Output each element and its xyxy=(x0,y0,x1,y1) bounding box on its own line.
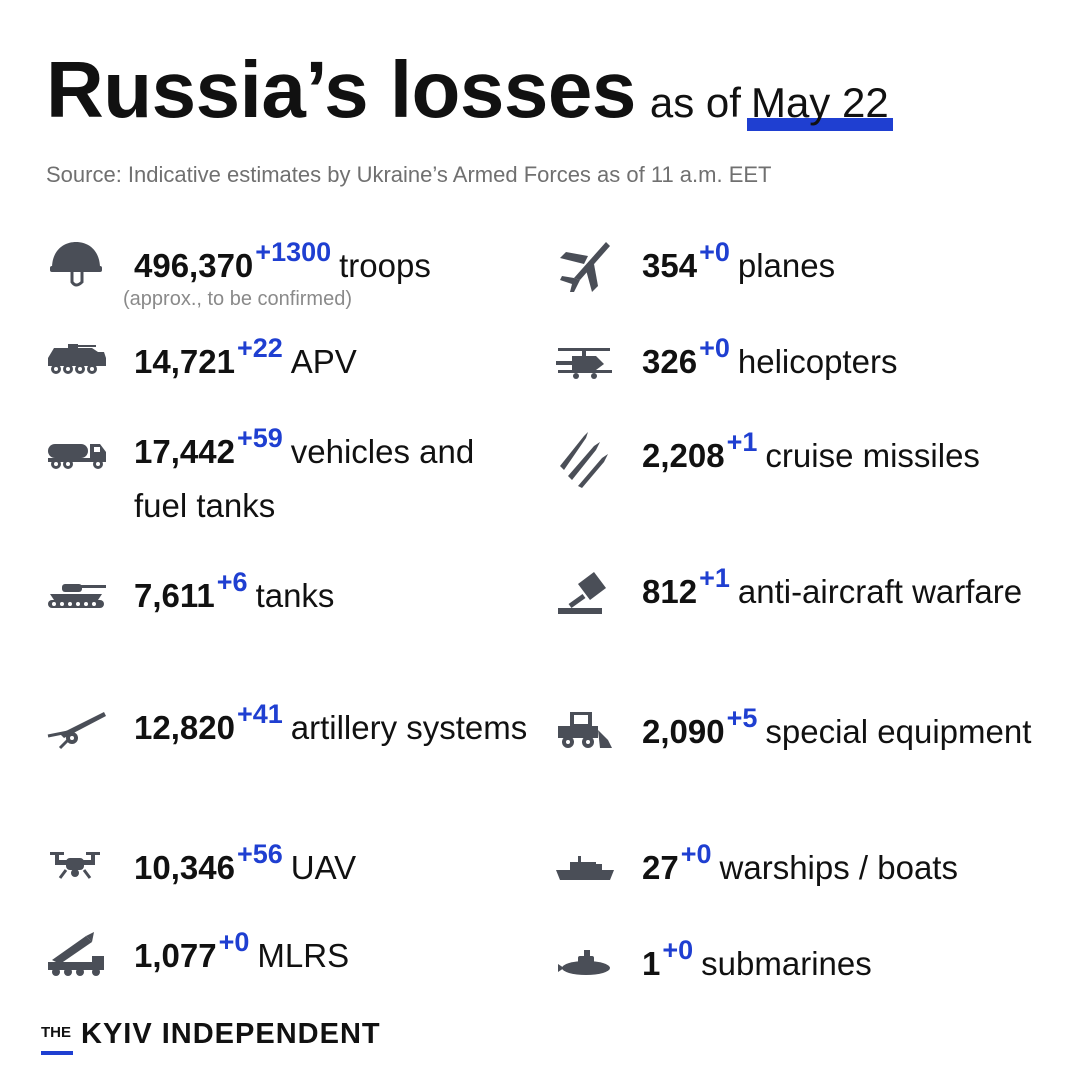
special-equipment-label: special equipment xyxy=(765,713,1032,750)
planes-label: planes xyxy=(737,247,836,284)
title-main: Russia’s losses xyxy=(46,45,636,134)
mlrs-label: MLRS xyxy=(257,937,350,974)
missiles-delta: +1 xyxy=(726,427,758,457)
troops-delta: +1300 xyxy=(255,237,332,267)
tanks-label: tanks xyxy=(255,577,335,614)
planes-delta: +0 xyxy=(699,237,730,267)
troops-note: (approx., to be confirmed) xyxy=(123,288,352,310)
loader-icon xyxy=(554,706,616,763)
special-equipment-value: 2,090 xyxy=(642,713,725,750)
vehicles-delta: +59 xyxy=(236,423,283,453)
brand-the-text: THE xyxy=(41,1024,71,1041)
mlrs-icon xyxy=(46,930,108,987)
planes-value: 354 xyxy=(642,247,698,284)
title-as-of: as of xyxy=(649,79,741,126)
brand-the: THE xyxy=(41,1024,73,1055)
page-title: Russia’s losses as of May 22 xyxy=(46,44,893,136)
helicopters-delta: +0 xyxy=(699,333,730,363)
submarines-value: 1 xyxy=(642,945,661,982)
warships-label: warships / boats xyxy=(719,849,958,886)
artillery-delta: +41 xyxy=(236,699,283,729)
missiles-label: cruise missiles xyxy=(765,437,980,474)
warships-delta: +0 xyxy=(680,839,712,869)
troops-label: troops xyxy=(339,247,431,284)
warship-icon xyxy=(554,842,616,899)
uav-delta: +56 xyxy=(236,839,283,869)
tanks-delta: +6 xyxy=(216,567,248,597)
anti-aircraft-value: 812 xyxy=(642,573,698,610)
troops-value: 496,370 xyxy=(134,247,254,284)
drone-icon xyxy=(46,842,108,899)
tanks-value: 7,611 xyxy=(134,577,215,614)
missiles-icon xyxy=(554,430,616,495)
artillery-icon xyxy=(46,702,108,759)
mlrs-delta: +0 xyxy=(218,927,250,957)
tank-icon xyxy=(46,570,108,627)
artillery-value: 12,820 xyxy=(134,709,235,746)
submarine-icon xyxy=(554,938,616,995)
brand-name: KYIV INDEPENDENT xyxy=(81,1018,381,1050)
fuel-truck-icon xyxy=(46,426,108,483)
helmet-icon xyxy=(46,240,108,297)
warships-value: 27 xyxy=(642,849,679,886)
date-text: May 22 xyxy=(750,79,889,126)
helicopters-label: helicopters xyxy=(737,343,898,380)
source-note: Source: Indicative estimates by Ukraine’… xyxy=(46,162,772,187)
uav-label: UAV xyxy=(290,849,357,886)
apv-icon xyxy=(46,336,108,393)
brand-logo: THE KYIV INDEPENDENT xyxy=(41,1018,381,1055)
anti-aircraft-icon xyxy=(554,566,616,627)
apv-value: 14,721 xyxy=(134,343,235,380)
apv-delta: +22 xyxy=(236,333,283,363)
anti-aircraft-delta: +1 xyxy=(699,563,730,593)
vehicles-label: vehicles and fuel tanks xyxy=(134,433,475,524)
apv-label: APV xyxy=(290,343,357,380)
special-equipment-delta: +5 xyxy=(726,703,758,733)
mlrs-value: 1,077 xyxy=(134,937,217,974)
anti-aircraft-label: anti-aircraft warfare xyxy=(737,573,1023,610)
helicopter-icon xyxy=(554,336,616,393)
artillery-label: artillery systems xyxy=(290,709,528,746)
title-date: May 22 xyxy=(746,79,893,131)
uav-value: 10,346 xyxy=(134,849,235,886)
submarines-label: submarines xyxy=(701,945,872,982)
brand-underline xyxy=(41,1051,73,1055)
vehicles-value: 17,442 xyxy=(134,433,235,470)
helicopters-value: 326 xyxy=(642,343,698,380)
submarines-delta: +0 xyxy=(662,935,694,965)
plane-icon xyxy=(554,240,616,301)
missiles-value: 2,208 xyxy=(642,437,725,474)
